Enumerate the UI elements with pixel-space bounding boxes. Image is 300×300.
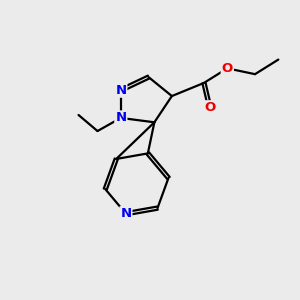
- Text: O: O: [204, 101, 215, 114]
- Text: N: N: [115, 111, 126, 124]
- Text: O: O: [222, 62, 233, 75]
- Text: N: N: [115, 84, 126, 97]
- Text: N: N: [120, 207, 131, 220]
